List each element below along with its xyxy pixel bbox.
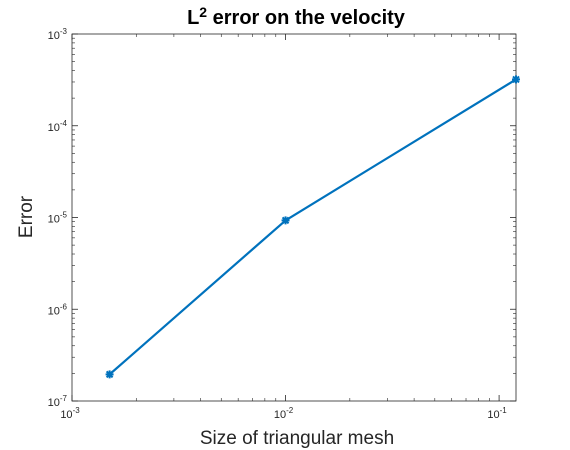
ticks-layer: 10-3 10-2 10-1 10-7 10-6 10-5 10-4 10-3: [48, 27, 516, 421]
y-tick-label: 10-6: [48, 302, 68, 317]
data-point-marker: [281, 216, 290, 225]
marker-stroke: [512, 75, 520, 84]
x-axis-label: Size of triangular mesh: [200, 428, 394, 449]
x-tick-label: 10-2: [274, 406, 294, 421]
chart-title-superscript: 2: [199, 4, 207, 20]
data-point-marker: [105, 370, 114, 379]
marker-stroke: [105, 370, 114, 379]
y-axis-label: Error: [16, 195, 37, 238]
data-point-marker: [512, 75, 520, 84]
chart-title-main: L: [187, 7, 199, 29]
y-tick-label: 10-5: [48, 211, 68, 226]
plot-layer: [71, 33, 520, 402]
y-tick-label: 10-3: [48, 27, 68, 42]
marker-stroke: [281, 216, 290, 225]
x-tick-label: 10-1: [487, 406, 507, 421]
chart-title: L2 error on the velocity: [187, 4, 406, 29]
x-tick-label: 10-3: [60, 406, 80, 421]
y-tick-label: 10-7: [48, 394, 68, 409]
y-tick-label: 10-4: [48, 119, 68, 134]
plot-box: [71, 33, 517, 402]
series-line: [108, 78, 517, 376]
chart-title-rest: error on the velocity: [207, 7, 406, 29]
